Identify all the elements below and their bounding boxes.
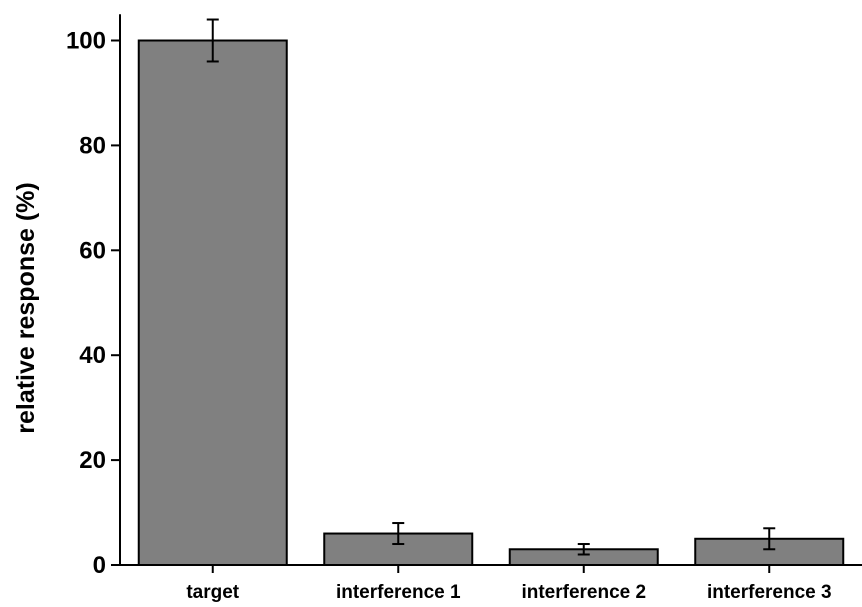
plot-area: 0 20 40 60 80 100 target interference 1 interfer… <box>66 14 862 603</box>
x-tick-label: interference 2 <box>521 582 646 603</box>
y-tick-label: 100 <box>66 28 106 55</box>
y-tick-label: 0 <box>93 552 106 579</box>
bar <box>137 39 288 566</box>
x-tick-label: target <box>186 582 239 603</box>
y-tick-label: 60 <box>79 237 106 264</box>
x-tick-label: interference 1 <box>336 582 461 603</box>
x-tick-label: interference 3 <box>707 582 832 603</box>
y-tick-label: 40 <box>79 342 106 369</box>
y-tick-label: 20 <box>79 447 106 474</box>
y-axis-title: relative response (%) <box>12 182 40 434</box>
y-tick-label: 80 <box>79 132 106 159</box>
